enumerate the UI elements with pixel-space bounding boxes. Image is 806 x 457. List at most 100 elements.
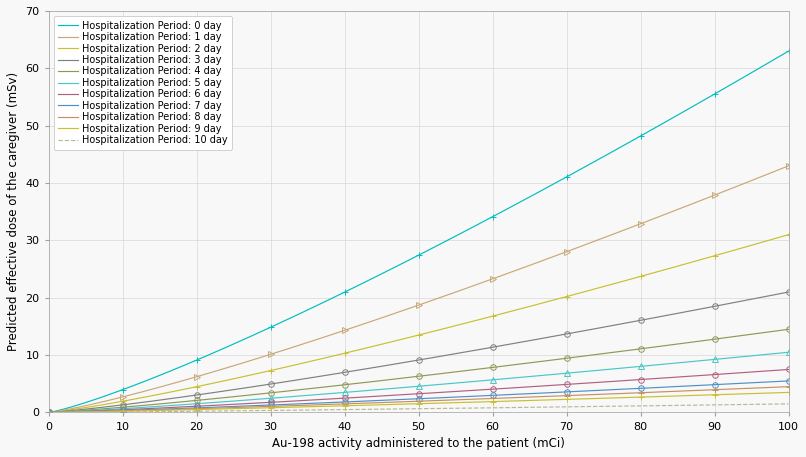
Hospitalization Period: 1 day: (68.7, 27.4): 1 day: (68.7, 27.4) [552, 253, 562, 258]
Hospitalization Period: 10 day: (44, 0.561): 10 day: (44, 0.561) [370, 407, 380, 412]
Hospitalization Period: 4 day: (44, 5.42): 4 day: (44, 5.42) [370, 379, 380, 384]
Hospitalization Period: 10 day: (78, 1.11): 10 day: (78, 1.11) [621, 404, 630, 409]
Hospitalization Period: 0 day: (79.8, 48): 0 day: (79.8, 48) [634, 134, 644, 140]
Hospitalization Period: 2 day: (68.7, 19.7): 2 day: (68.7, 19.7) [552, 297, 562, 302]
Hospitalization Period: 4 day: (100, 14.5): 4 day: (100, 14.5) [783, 327, 793, 332]
Hospitalization Period: 7 day: (44, 2.06): 7 day: (44, 2.06) [370, 398, 380, 404]
Hospitalization Period: 5 day: (0, 0): 5 day: (0, 0) [44, 410, 53, 415]
Hospitalization Period: 8 day: (79.8, 3.43): 8 day: (79.8, 3.43) [634, 390, 644, 395]
Hospitalization Period: 4 day: (78, 10.8): 4 day: (78, 10.8) [621, 348, 630, 354]
Hospitalization Period: 2 day: (79.8, 23.6): 2 day: (79.8, 23.6) [634, 274, 644, 280]
Hospitalization Period: 4 day: (68.7, 9.24): 4 day: (68.7, 9.24) [552, 357, 562, 362]
Hospitalization Period: 6 day: (78, 5.56): 6 day: (78, 5.56) [621, 378, 630, 383]
Hospitalization Period: 5 day: (78, 7.79): 5 day: (78, 7.79) [621, 365, 630, 371]
Line: Hospitalization Period: 8 day: Hospitalization Period: 8 day [48, 387, 788, 413]
Hospitalization Period: 9 day: (100, 3.5): 9 day: (100, 3.5) [783, 390, 793, 395]
Hospitalization Period: 7 day: (40.4, 1.86): 7 day: (40.4, 1.86) [343, 399, 353, 404]
Hospitalization Period: 2 day: (10.2, 2.01): 2 day: (10.2, 2.01) [119, 398, 129, 404]
Hospitalization Period: 10 day: (40.4, 0.506): 10 day: (40.4, 0.506) [343, 407, 353, 412]
Hospitalization Period: 0 day: (40.4, 21.3): 0 day: (40.4, 21.3) [343, 288, 353, 293]
Hospitalization Period: 8 day: (68.7, 2.87): 8 day: (68.7, 2.87) [552, 393, 562, 399]
Hospitalization Period: 3 day: (10.2, 1.36): 3 day: (10.2, 1.36) [119, 402, 129, 408]
Line: Hospitalization Period: 0 day: Hospitalization Period: 0 day [48, 51, 788, 413]
Hospitalization Period: 7 day: (10.2, 0.356): 7 day: (10.2, 0.356) [119, 408, 129, 413]
Hospitalization Period: 9 day: (44, 1.31): 9 day: (44, 1.31) [370, 402, 380, 408]
Hospitalization Period: 6 day: (44, 2.8): 6 day: (44, 2.8) [370, 393, 380, 399]
Hospitalization Period: 3 day: (79.8, 16): 3 day: (79.8, 16) [634, 318, 644, 324]
Hospitalization Period: 5 day: (100, 10.5): 5 day: (100, 10.5) [783, 350, 793, 355]
Hospitalization Period: 9 day: (40.4, 1.18): 9 day: (40.4, 1.18) [343, 403, 353, 409]
Hospitalization Period: 2 day: (0, 0): 2 day: (0, 0) [44, 410, 53, 415]
Hospitalization Period: 1 day: (0, 0): 1 day: (0, 0) [44, 410, 53, 415]
Hospitalization Period: 10 day: (0, 0): 10 day: (0, 0) [44, 410, 53, 415]
Hospitalization Period: 6 day: (100, 7.5): 6 day: (100, 7.5) [783, 367, 793, 372]
Hospitalization Period: 9 day: (10.2, 0.226): 9 day: (10.2, 0.226) [119, 409, 129, 414]
Hospitalization Period: 9 day: (79.8, 2.67): 9 day: (79.8, 2.67) [634, 394, 644, 400]
Hospitalization Period: 9 day: (68.7, 2.23): 9 day: (68.7, 2.23) [552, 397, 562, 403]
Hospitalization Period: 5 day: (40.4, 3.54): 5 day: (40.4, 3.54) [343, 389, 353, 395]
Hospitalization Period: 7 day: (78, 4.08): 7 day: (78, 4.08) [621, 386, 630, 392]
Hospitalization Period: 10 day: (100, 1.5): 10 day: (100, 1.5) [783, 401, 793, 407]
Hospitalization Period: 5 day: (44, 3.93): 5 day: (44, 3.93) [370, 387, 380, 393]
Hospitalization Period: 5 day: (68.7, 6.69): 5 day: (68.7, 6.69) [552, 372, 562, 377]
Hospitalization Period: 3 day: (68.7, 13.4): 3 day: (68.7, 13.4) [552, 333, 562, 339]
Line: Hospitalization Period: 2 day: Hospitalization Period: 2 day [48, 234, 788, 413]
Hospitalization Period: 3 day: (78, 15.6): 3 day: (78, 15.6) [621, 320, 630, 326]
Hospitalization Period: 8 day: (78, 3.34): 8 day: (78, 3.34) [621, 391, 630, 396]
Hospitalization Period: 8 day: (100, 4.5): 8 day: (100, 4.5) [783, 384, 793, 389]
Hospitalization Period: 6 day: (0, 0): 6 day: (0, 0) [44, 410, 53, 415]
Hospitalization Period: 1 day: (79.8, 32.8): 1 day: (79.8, 32.8) [634, 222, 644, 227]
Hospitalization Period: 6 day: (79.8, 5.72): 6 day: (79.8, 5.72) [634, 377, 644, 383]
Hospitalization Period: 3 day: (0, 0): 3 day: (0, 0) [44, 410, 53, 415]
Hospitalization Period: 7 day: (68.7, 3.5): 7 day: (68.7, 3.5) [552, 390, 562, 395]
Line: Hospitalization Period: 3 day: Hospitalization Period: 3 day [48, 292, 788, 413]
Hospitalization Period: 8 day: (0, 0): 8 day: (0, 0) [44, 410, 53, 415]
Legend: Hospitalization Period: 0 day, Hospitalization Period: 1 day, Hospitalization Pe: Hospitalization Period: 0 day, Hospitali… [53, 16, 232, 150]
Hospitalization Period: 2 day: (100, 31): 2 day: (100, 31) [783, 232, 793, 237]
Hospitalization Period: 4 day: (79.8, 11.1): 4 day: (79.8, 11.1) [634, 346, 644, 352]
Hospitalization Period: 1 day: (40.4, 14.5): 1 day: (40.4, 14.5) [343, 326, 353, 332]
Hospitalization Period: 3 day: (40.4, 7.09): 3 day: (40.4, 7.09) [343, 369, 353, 375]
Hospitalization Period: 9 day: (78, 2.6): 9 day: (78, 2.6) [621, 395, 630, 400]
Hospitalization Period: 8 day: (44, 1.68): 8 day: (44, 1.68) [370, 400, 380, 405]
Hospitalization Period: 4 day: (10.2, 0.938): 4 day: (10.2, 0.938) [119, 404, 129, 410]
Line: Hospitalization Period: 4 day: Hospitalization Period: 4 day [48, 329, 788, 413]
Hospitalization Period: 1 day: (10.2, 2.78): 1 day: (10.2, 2.78) [119, 394, 129, 399]
Hospitalization Period: 0 day: (100, 63): 0 day: (100, 63) [783, 48, 793, 54]
Line: Hospitalization Period: 7 day: Hospitalization Period: 7 day [48, 381, 788, 413]
Hospitalization Period: 8 day: (10.2, 0.291): 8 day: (10.2, 0.291) [119, 408, 129, 414]
Hospitalization Period: 1 day: (78, 31.9): 1 day: (78, 31.9) [621, 227, 630, 232]
Hospitalization Period: 2 day: (78, 23): 2 day: (78, 23) [621, 278, 630, 283]
Hospitalization Period: 2 day: (44, 11.6): 2 day: (44, 11.6) [370, 343, 380, 349]
Hospitalization Period: 6 day: (40.4, 2.53): 6 day: (40.4, 2.53) [343, 395, 353, 401]
Hospitalization Period: 7 day: (79.8, 4.19): 7 day: (79.8, 4.19) [634, 386, 644, 391]
Hospitalization Period: 7 day: (100, 5.5): 7 day: (100, 5.5) [783, 378, 793, 384]
Hospitalization Period: 0 day: (68.7, 40.1): 0 day: (68.7, 40.1) [552, 180, 562, 185]
Hospitalization Period: 3 day: (44, 7.85): 3 day: (44, 7.85) [370, 365, 380, 370]
Hospitalization Period: 0 day: (0, 0): 0 day: (0, 0) [44, 410, 53, 415]
Y-axis label: Predicted effective dose of the caregiver (mSv): Predicted effective dose of the caregive… [7, 72, 20, 351]
X-axis label: Au-198 activity administered to the patient (mCi): Au-198 activity administered to the pati… [272, 437, 565, 450]
Hospitalization Period: 1 day: (44, 16.1): 1 day: (44, 16.1) [370, 318, 380, 323]
Hospitalization Period: 5 day: (10.2, 0.679): 5 day: (10.2, 0.679) [119, 406, 129, 411]
Hospitalization Period: 0 day: (44, 23.6): 0 day: (44, 23.6) [370, 275, 380, 280]
Hospitalization Period: 7 day: (0, 0): 7 day: (0, 0) [44, 410, 53, 415]
Hospitalization Period: 10 day: (10.2, 0.097): 10 day: (10.2, 0.097) [119, 409, 129, 414]
Hospitalization Period: 1 day: (100, 43): 1 day: (100, 43) [783, 163, 793, 169]
Hospitalization Period: 10 day: (68.7, 0.955): 10 day: (68.7, 0.955) [552, 404, 562, 410]
Hospitalization Period: 4 day: (0, 0): 4 day: (0, 0) [44, 410, 53, 415]
Hospitalization Period: 9 day: (0, 0): 9 day: (0, 0) [44, 410, 53, 415]
Hospitalization Period: 6 day: (10.2, 0.485): 6 day: (10.2, 0.485) [119, 407, 129, 412]
Line: Hospitalization Period: 5 day: Hospitalization Period: 5 day [48, 352, 788, 413]
Line: Hospitalization Period: 10 day: Hospitalization Period: 10 day [48, 404, 788, 413]
Line: Hospitalization Period: 1 day: Hospitalization Period: 1 day [48, 166, 788, 413]
Hospitalization Period: 4 day: (40.4, 4.89): 4 day: (40.4, 4.89) [343, 382, 353, 387]
Hospitalization Period: 2 day: (40.4, 10.5): 2 day: (40.4, 10.5) [343, 350, 353, 355]
Hospitalization Period: 10 day: (79.8, 1.14): 10 day: (79.8, 1.14) [634, 403, 644, 409]
Line: Hospitalization Period: 9 day: Hospitalization Period: 9 day [48, 393, 788, 413]
Hospitalization Period: 6 day: (68.7, 4.78): 6 day: (68.7, 4.78) [552, 383, 562, 388]
Hospitalization Period: 3 day: (100, 21): 3 day: (100, 21) [783, 289, 793, 295]
Line: Hospitalization Period: 6 day: Hospitalization Period: 6 day [48, 369, 788, 413]
Hospitalization Period: 8 day: (40.4, 1.52): 8 day: (40.4, 1.52) [343, 401, 353, 407]
Hospitalization Period: 0 day: (10.2, 4.08): 0 day: (10.2, 4.08) [119, 386, 129, 392]
